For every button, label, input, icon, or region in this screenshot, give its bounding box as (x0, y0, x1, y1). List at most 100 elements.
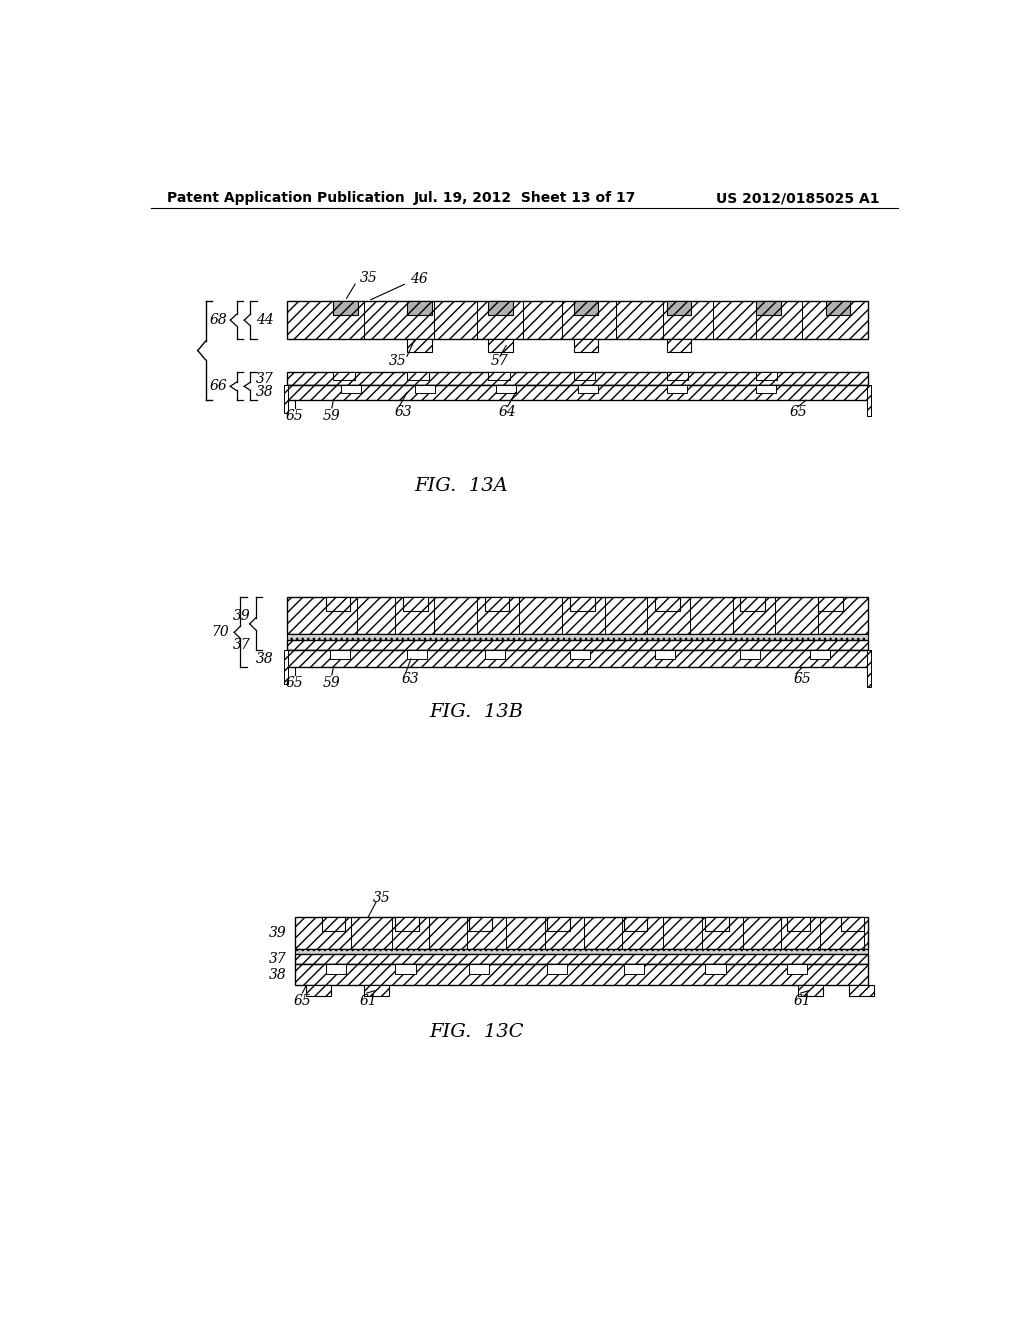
Bar (287, 385, 868, 400)
Bar (295, 949, 868, 954)
Bar (484, 597, 509, 611)
Bar (786, 917, 810, 931)
Bar (295, 917, 868, 949)
Text: 65: 65 (286, 676, 303, 690)
Bar (655, 597, 680, 611)
Bar (395, 917, 419, 931)
Bar (756, 301, 780, 314)
Text: 59: 59 (323, 676, 341, 690)
Bar (655, 651, 675, 659)
Bar (395, 964, 416, 974)
Bar (624, 964, 644, 974)
Bar (810, 651, 830, 659)
Bar (287, 640, 868, 651)
Text: 63: 63 (394, 405, 412, 418)
Text: 65: 65 (794, 672, 811, 686)
Text: 35: 35 (374, 891, 391, 904)
Bar (547, 964, 566, 974)
Bar (756, 372, 777, 380)
Text: FIG.  13B: FIG. 13B (430, 704, 523, 721)
Bar (866, 385, 871, 416)
Text: 44: 44 (256, 313, 273, 327)
Bar (488, 372, 510, 380)
Bar (573, 301, 598, 314)
Text: 66: 66 (210, 379, 227, 393)
Bar (415, 385, 435, 393)
Text: 39: 39 (269, 927, 287, 940)
Bar (740, 651, 761, 659)
Bar (330, 651, 349, 659)
Bar (334, 372, 355, 380)
Bar (667, 301, 691, 314)
Text: 57: 57 (492, 354, 509, 368)
Text: 65: 65 (790, 405, 807, 418)
Text: 46: 46 (410, 272, 427, 286)
Bar (469, 964, 489, 974)
Bar (706, 964, 726, 974)
Bar (496, 385, 516, 393)
Bar (287, 301, 868, 339)
Bar (326, 964, 346, 974)
Text: 38: 38 (256, 385, 273, 400)
Bar (578, 385, 598, 393)
Text: 37: 37 (269, 952, 287, 966)
Bar (403, 597, 428, 611)
Bar (341, 385, 361, 393)
Text: 38: 38 (256, 652, 273, 665)
Bar (407, 651, 427, 659)
Bar (488, 301, 513, 314)
Bar (706, 917, 729, 931)
Bar (756, 385, 776, 393)
Bar (284, 651, 289, 684)
Text: Jul. 19, 2012  Sheet 13 of 17: Jul. 19, 2012 Sheet 13 of 17 (414, 191, 636, 206)
Bar (866, 385, 871, 412)
Text: 65: 65 (286, 409, 303, 422)
Text: 61: 61 (794, 994, 811, 1007)
Text: US 2012/0185025 A1: US 2012/0185025 A1 (716, 191, 880, 206)
Bar (799, 985, 823, 997)
Bar (407, 372, 429, 380)
Text: 59: 59 (323, 409, 341, 422)
Bar (287, 372, 868, 385)
Bar (488, 339, 513, 351)
Bar (287, 635, 868, 640)
Text: 68: 68 (210, 313, 227, 327)
Bar (786, 964, 807, 974)
Bar (667, 339, 691, 351)
Bar (573, 372, 595, 380)
Bar (818, 597, 843, 611)
Text: 39: 39 (232, 609, 251, 623)
Text: 35: 35 (389, 354, 407, 368)
Bar (284, 385, 289, 412)
Bar (866, 651, 871, 684)
Bar (841, 917, 864, 931)
Bar (547, 917, 569, 931)
Text: 38: 38 (269, 968, 287, 982)
Bar (295, 964, 868, 985)
Bar (866, 651, 871, 686)
Bar (469, 917, 493, 931)
Bar (306, 985, 331, 997)
Text: 37: 37 (256, 372, 273, 385)
Text: FIG.  13A: FIG. 13A (415, 477, 508, 495)
Text: 65: 65 (294, 994, 311, 1007)
Bar (334, 301, 358, 314)
Text: 63: 63 (402, 672, 420, 686)
Bar (322, 917, 345, 931)
Text: 35: 35 (359, 271, 377, 285)
Bar (295, 954, 868, 964)
Text: 61: 61 (359, 994, 377, 1007)
Bar (484, 651, 505, 659)
Bar (569, 651, 590, 659)
Text: FIG.  13C: FIG. 13C (429, 1023, 524, 1040)
Text: Patent Application Publication: Patent Application Publication (167, 191, 404, 206)
Bar (849, 985, 873, 997)
Text: 70: 70 (212, 626, 229, 639)
Bar (365, 985, 389, 997)
Bar (825, 301, 850, 314)
Bar (287, 597, 868, 635)
Bar (667, 372, 688, 380)
Text: 64: 64 (499, 405, 517, 418)
Bar (287, 651, 868, 668)
Bar (326, 597, 350, 611)
